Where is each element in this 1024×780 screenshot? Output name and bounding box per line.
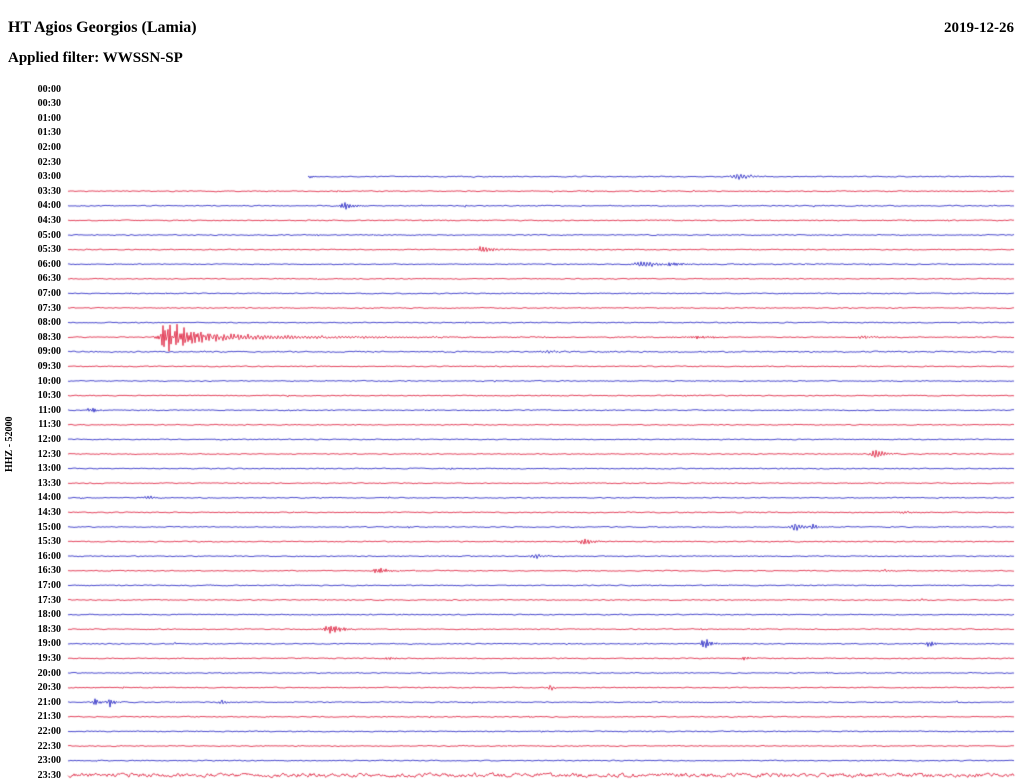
time-label: 09:30 (37, 360, 61, 372)
time-label: 14:00 (37, 492, 61, 504)
time-label: 10:30 (37, 390, 61, 402)
time-label: 10:00 (37, 375, 61, 387)
time-label: 21:30 (37, 711, 61, 723)
time-label: 04:00 (37, 200, 61, 212)
time-label: 20:00 (37, 667, 61, 679)
time-label: 05:00 (37, 229, 61, 241)
time-label: 21:00 (37, 696, 61, 708)
time-label: 23:00 (37, 755, 61, 767)
time-label: 08:00 (37, 317, 61, 329)
time-label: 11:30 (38, 419, 61, 431)
time-label: 12:30 (37, 448, 61, 460)
time-label: 07:30 (37, 302, 61, 314)
time-label: 19:30 (37, 652, 61, 664)
time-label: 06:30 (37, 273, 61, 285)
time-label: 20:30 (37, 682, 61, 694)
time-label: 15:00 (37, 521, 61, 533)
time-label: 22:00 (37, 725, 61, 737)
time-label: 16:30 (37, 565, 61, 577)
time-label: 22:30 (37, 740, 61, 752)
time-label: 15:30 (37, 536, 61, 548)
time-label: 13:30 (37, 477, 61, 489)
time-label: 00:30 (37, 98, 61, 110)
time-label: 00:00 (37, 83, 61, 95)
time-label: 07:00 (37, 287, 61, 299)
time-label: 03:30 (37, 185, 61, 197)
time-label: 08:30 (37, 331, 61, 343)
time-label: 18:00 (37, 609, 61, 621)
time-label: 09:00 (37, 346, 61, 358)
time-label: 17:30 (37, 594, 61, 606)
time-label: 18:30 (37, 623, 61, 635)
time-label: 16:00 (37, 550, 61, 562)
station-title: HT Agios Georgios (Lamia) (8, 19, 197, 36)
time-axis: 00:00 00:30 01:00 01:30 02:00 02:30 03:00 03:30… (0, 0, 63, 780)
time-label: 23:30 (37, 769, 61, 780)
filter-label: Applied filter: WWSSN-SP (8, 50, 183, 66)
time-label: 02:00 (37, 141, 61, 153)
time-label: 19:00 (37, 638, 61, 650)
time-label: 04:30 (37, 214, 61, 226)
time-label: 01:30 (37, 127, 61, 139)
time-label: 12:00 (37, 433, 61, 445)
time-label: 17:00 (37, 579, 61, 591)
time-label: 14:30 (37, 506, 61, 518)
time-label: 01:00 (37, 112, 61, 124)
time-label: 02:30 (37, 156, 61, 168)
time-label: 11:00 (38, 404, 61, 416)
record-date: 2019-12-26 (944, 20, 1014, 36)
time-label: 05:30 (37, 244, 61, 256)
time-label: 06:00 (37, 258, 61, 270)
time-label: 03:00 (37, 171, 61, 183)
time-label: 13:00 (37, 463, 61, 475)
